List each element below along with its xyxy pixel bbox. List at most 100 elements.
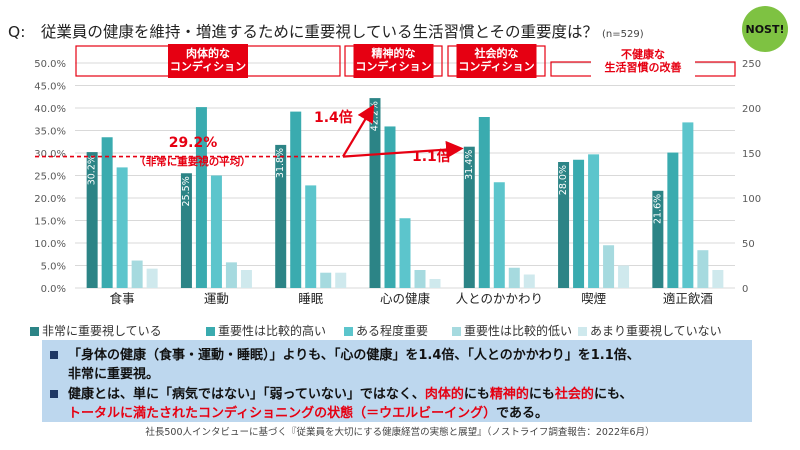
question-text: Q: 従業員の健康を維持・増進するために重要視している生活習慣とその重要度は？: [8, 23, 598, 41]
bullet-2-red-4: トータルに満たされたコンディショニングの状態（＝ウエルビーイング）: [68, 406, 497, 421]
legend-label: 重要性は比較的低い: [464, 324, 573, 338]
bar-1-適正飲酒: [652, 190, 664, 288]
bar-3-食事: [116, 167, 128, 288]
bar-4-人とのかかわり: [508, 267, 520, 288]
y-left-tick-label: 0.0%: [41, 284, 66, 295]
bullet-2-text-d: にも、: [593, 387, 633, 402]
summary-bullet-1: 「身体の健康（食事・運動・睡眠）」よりも、「心の健康」を1.4倍、「人とのかかわ…: [50, 346, 640, 384]
ratio-social-label: 1.1倍: [412, 148, 451, 165]
y-right-tick-label: 200: [742, 104, 761, 115]
bar-3-適正飲酒: [682, 122, 694, 289]
legend-swatch: [206, 327, 215, 336]
legend-item: 重要性は比較的低い: [452, 322, 572, 339]
x-tick-label: 睡眠: [298, 291, 324, 306]
question-title: Q: 従業員の健康を維持・増進するために重要視している生活習慣とその重要度は？ (…: [8, 20, 644, 42]
group-physical-label-bg: [168, 44, 248, 78]
y-left-tick-label: 30.0%: [34, 149, 66, 160]
bar-4-食事: [131, 260, 143, 288]
summary-box: 「身体の健康（食事・運動・睡眠）」よりも、「心の健康」を1.4倍、「人とのかかわ…: [42, 340, 752, 422]
bar-2-睡眠: [290, 111, 302, 288]
bar-1-心の健康: [369, 98, 381, 288]
data-label: 30.2%: [87, 155, 98, 185]
y-right-tick-label: 50: [742, 239, 755, 250]
bar-2-心の健康: [384, 126, 396, 288]
bullet-square-icon: [50, 389, 58, 398]
y-right-tick-label: 0: [742, 284, 748, 295]
bullet-2-red-3: 社会的: [554, 387, 594, 402]
group-physical-label: コンディション: [170, 59, 246, 73]
group-social-label: コンディション: [458, 59, 534, 73]
bullet-2-red-1: 肉体的: [424, 387, 464, 402]
bar-chart: 0.0% 5.0% 10.0% 15.0% 20.0% 25.0% 30.0% 35.0% 40…: [34, 44, 761, 306]
data-label: 31.8%: [275, 148, 286, 178]
bullet-square-icon: [50, 350, 58, 359]
bar-1-睡眠: [275, 144, 287, 288]
average-value-label: 29.2%: [169, 135, 218, 151]
data-label: 42.2%: [370, 101, 381, 131]
legend-item: ある程度重要: [344, 322, 428, 339]
bar-5-喫煙: [618, 265, 630, 288]
bar-2-適正飲酒: [667, 152, 679, 288]
data-label: 31.4%: [464, 150, 475, 180]
bar-4-睡眠: [320, 272, 332, 288]
group-unhealthy-label: 不健康な: [621, 47, 665, 61]
bar-2-食事: [101, 137, 113, 288]
bar-5-適正飲酒: [712, 270, 724, 288]
bar-5-睡眠: [335, 272, 347, 288]
data-label: 28.0%: [558, 165, 569, 195]
bar-1-人とのかかわり: [463, 146, 475, 288]
bar-5-人とのかかわり: [523, 274, 535, 288]
legend-item: 非常に重要視している: [30, 322, 162, 339]
bar-3-運動: [210, 175, 222, 288]
group-social-label: 社会的な: [474, 46, 519, 60]
group-mental-label: コンディション: [355, 59, 431, 73]
y-left-tick-label: 15.0%: [34, 217, 66, 228]
bar-3-睡眠: [305, 185, 317, 288]
group-unhealthy-label: 生活習慣の改善: [605, 60, 682, 74]
group-unhealthy-label-bg: [591, 55, 695, 79]
arrow-social: [342, 140, 464, 159]
legend-label: 非常に重要視している: [42, 324, 162, 338]
bar-5-食事: [146, 268, 158, 288]
legend-label: 重要性は比較的高い: [218, 324, 327, 338]
data-label: 21.6%: [652, 194, 663, 224]
source-note: 社長500人インタビューに基づく『従業員を大切にする健康経営の実態と展望』（ノス…: [145, 427, 655, 438]
bullet-2-red-2: 精神的: [489, 387, 529, 402]
bullet-2-end: である。: [496, 406, 548, 421]
legend-swatch: [30, 327, 39, 336]
data-label: 25.5%: [181, 176, 192, 206]
y-left-tick-label: 20.0%: [34, 194, 66, 205]
x-tick-label: 適正飲酒: [663, 291, 713, 306]
group-physical-label: 肉体的な: [186, 46, 230, 60]
bar-3-喫煙: [588, 154, 600, 288]
x-tick-label: 運動: [204, 291, 229, 306]
bullet-2-text-c: にも: [528, 387, 555, 402]
legend-item: あまり重要視していない: [578, 322, 722, 339]
y-left-tick-label: 50.0%: [34, 59, 66, 70]
bar-4-心の健康: [414, 270, 426, 288]
x-tick-label: 心の健康: [380, 291, 431, 306]
x-tick-label: 人とのかかわり: [456, 291, 543, 306]
bar-3-人とのかかわり: [493, 182, 505, 288]
group-mental-label-bg: [353, 44, 434, 78]
bar-2-人とのかかわり: [478, 117, 490, 288]
bar-1-食事: [86, 152, 98, 288]
sample-size: (n=529): [602, 29, 644, 40]
legend-swatch: [578, 327, 587, 336]
y-left-tick-label: 25.0%: [34, 172, 66, 183]
bar-1-運動: [180, 173, 192, 288]
legend-swatch: [452, 327, 461, 336]
bullet-2-text-a: 健康とは、単に「病気ではない」「弱っていない」ではなく、: [68, 387, 425, 402]
group-mental-label: 精神的な: [372, 46, 416, 60]
legend-swatch: [344, 327, 353, 336]
arrow-mental: [342, 104, 375, 158]
average-caption: （非常に重要視の平均）: [135, 155, 251, 168]
bar-4-適正飲酒: [697, 250, 709, 288]
group-social-label-bg: [456, 44, 537, 78]
bar-5-心の健康: [429, 279, 441, 288]
bullet-1-line-a: 「身体の健康（食事・運動・睡眠）」よりも、「心の健康」を1.4倍、「人とのかかわ…: [68, 348, 640, 363]
ratio-mental-label: 1.4倍: [314, 109, 353, 126]
bar-4-運動: [225, 262, 237, 288]
y-right-tick-label: 250: [742, 59, 761, 70]
bar-4-喫煙: [603, 245, 615, 288]
